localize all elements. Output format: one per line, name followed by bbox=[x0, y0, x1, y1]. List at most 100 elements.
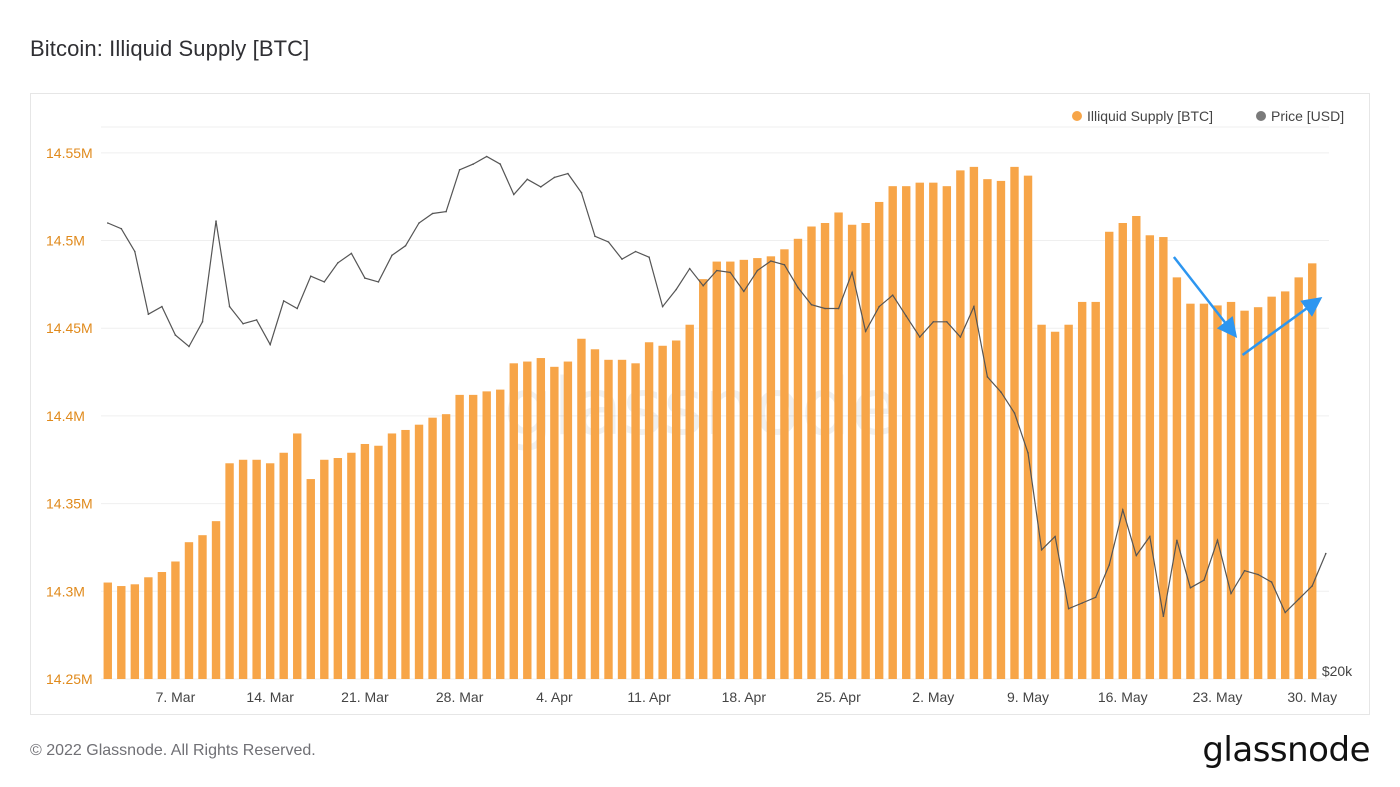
price-point[interactable] bbox=[1013, 412, 1016, 414]
supply-bar[interactable] bbox=[347, 452, 356, 679]
supply-bar[interactable] bbox=[793, 238, 803, 680]
price-point[interactable] bbox=[1162, 615, 1165, 618]
price-point[interactable] bbox=[1121, 509, 1124, 511]
supply-bar[interactable] bbox=[834, 212, 843, 679]
price-point[interactable] bbox=[567, 172, 569, 175]
price-point[interactable] bbox=[364, 277, 366, 279]
price-point[interactable] bbox=[607, 241, 610, 243]
price-point[interactable] bbox=[255, 319, 258, 321]
price-point[interactable] bbox=[134, 250, 136, 253]
supply-bar[interactable] bbox=[1132, 215, 1141, 679]
supply-bar[interactable] bbox=[915, 182, 924, 679]
supply-bar[interactable] bbox=[942, 186, 952, 679]
supply-bar[interactable] bbox=[1294, 277, 1303, 679]
price-point[interactable] bbox=[959, 336, 962, 338]
supply-bar[interactable] bbox=[1213, 305, 1222, 679]
price-point[interactable] bbox=[1243, 569, 1246, 572]
legend-item-price[interactable]: Price [USD] bbox=[1256, 108, 1344, 124]
supply-bar[interactable] bbox=[1105, 231, 1114, 679]
price-point[interactable] bbox=[337, 262, 339, 264]
price-point[interactable] bbox=[174, 334, 177, 336]
price-point[interactable] bbox=[120, 227, 123, 230]
supply-bar[interactable] bbox=[685, 324, 694, 679]
price-point[interactable] bbox=[201, 321, 204, 323]
price-point[interactable] bbox=[309, 275, 312, 277]
price-point[interactable] bbox=[106, 222, 109, 224]
price-point[interactable] bbox=[986, 376, 989, 378]
price-point[interactable] bbox=[1284, 611, 1286, 614]
price-point[interactable] bbox=[499, 163, 502, 165]
supply-bar[interactable] bbox=[658, 345, 667, 679]
price-point[interactable] bbox=[1230, 592, 1232, 595]
supply-bar[interactable] bbox=[604, 359, 613, 679]
supply-bar[interactable] bbox=[1199, 303, 1209, 679]
price-point[interactable] bbox=[688, 267, 691, 270]
supply-bar[interactable] bbox=[360, 443, 370, 679]
price-point[interactable] bbox=[1027, 452, 1029, 454]
price-point[interactable] bbox=[1297, 598, 1300, 600]
price-point[interactable] bbox=[918, 336, 921, 338]
price-point[interactable] bbox=[215, 220, 217, 222]
chart-legend[interactable]: Illiquid Supply [BTC] Price [USD] bbox=[1072, 108, 1344, 124]
supply-bar[interactable] bbox=[861, 223, 870, 679]
price-point[interactable] bbox=[891, 294, 894, 296]
supply-bar[interactable] bbox=[306, 479, 315, 679]
supply-bar[interactable] bbox=[198, 535, 207, 679]
supply-bar[interactable] bbox=[1226, 301, 1236, 679]
price-point[interactable] bbox=[743, 290, 745, 293]
supply-bar[interactable] bbox=[753, 258, 762, 679]
price-point[interactable] bbox=[783, 264, 786, 266]
price-point[interactable] bbox=[350, 252, 353, 255]
price-point[interactable] bbox=[715, 269, 718, 272]
supply-bar[interactable] bbox=[496, 389, 505, 679]
supply-bar[interactable] bbox=[144, 577, 153, 679]
price-point[interactable] bbox=[1176, 539, 1178, 542]
supply-bar[interactable] bbox=[157, 572, 167, 679]
supply-bar[interactable] bbox=[509, 363, 518, 679]
supply-bar[interactable] bbox=[1186, 303, 1195, 679]
price-point[interactable] bbox=[1135, 554, 1138, 557]
price-point[interactable] bbox=[1189, 587, 1192, 589]
supply-bar[interactable] bbox=[699, 279, 708, 679]
price-point[interactable] bbox=[228, 305, 231, 308]
supply-bar[interactable] bbox=[1077, 301, 1087, 679]
legend-item-illiquid-supply[interactable]: Illiquid Supply [BTC] bbox=[1072, 108, 1213, 124]
supply-bar[interactable] bbox=[1172, 277, 1182, 679]
price-point[interactable] bbox=[1081, 602, 1083, 604]
supply-bar[interactable] bbox=[1280, 291, 1290, 679]
supply-bar[interactable] bbox=[1145, 235, 1155, 679]
supply-bar[interactable] bbox=[428, 417, 437, 679]
supply-bar[interactable] bbox=[536, 358, 546, 679]
supply-bar[interactable] bbox=[1010, 166, 1019, 679]
supply-bar[interactable] bbox=[103, 582, 112, 679]
price-point[interactable] bbox=[756, 269, 759, 272]
price-point[interactable] bbox=[1000, 391, 1002, 393]
supply-bar[interactable] bbox=[617, 359, 627, 679]
price-point[interactable] bbox=[702, 284, 705, 287]
supply-bar[interactable] bbox=[590, 349, 600, 679]
supply-bar[interactable] bbox=[293, 433, 302, 679]
supply-bar[interactable] bbox=[888, 186, 897, 679]
price-point[interactable] bbox=[864, 330, 867, 333]
supply-bar[interactable] bbox=[482, 391, 491, 679]
supply-bar[interactable] bbox=[238, 459, 248, 679]
price-point[interactable] bbox=[946, 321, 948, 323]
supply-bar[interactable] bbox=[563, 361, 573, 679]
price-point[interactable] bbox=[526, 178, 529, 181]
supply-bar[interactable] bbox=[171, 561, 180, 679]
supply-bar[interactable] bbox=[969, 166, 979, 679]
price-point[interactable] bbox=[242, 322, 244, 325]
price-point[interactable] bbox=[661, 305, 664, 308]
price-point[interactable] bbox=[1324, 552, 1327, 555]
price-point[interactable] bbox=[472, 163, 474, 165]
price-point[interactable] bbox=[1311, 585, 1314, 587]
price-point[interactable] bbox=[431, 212, 434, 215]
supply-bar[interactable] bbox=[374, 445, 383, 679]
supply-bar[interactable] bbox=[1253, 307, 1263, 679]
supply-bar[interactable] bbox=[1050, 331, 1060, 679]
price-point[interactable] bbox=[1203, 579, 1205, 581]
price-point[interactable] bbox=[282, 300, 285, 302]
supply-bar[interactable] bbox=[983, 179, 992, 679]
supply-bar[interactable] bbox=[414, 424, 424, 679]
supply-bar[interactable] bbox=[401, 429, 410, 679]
